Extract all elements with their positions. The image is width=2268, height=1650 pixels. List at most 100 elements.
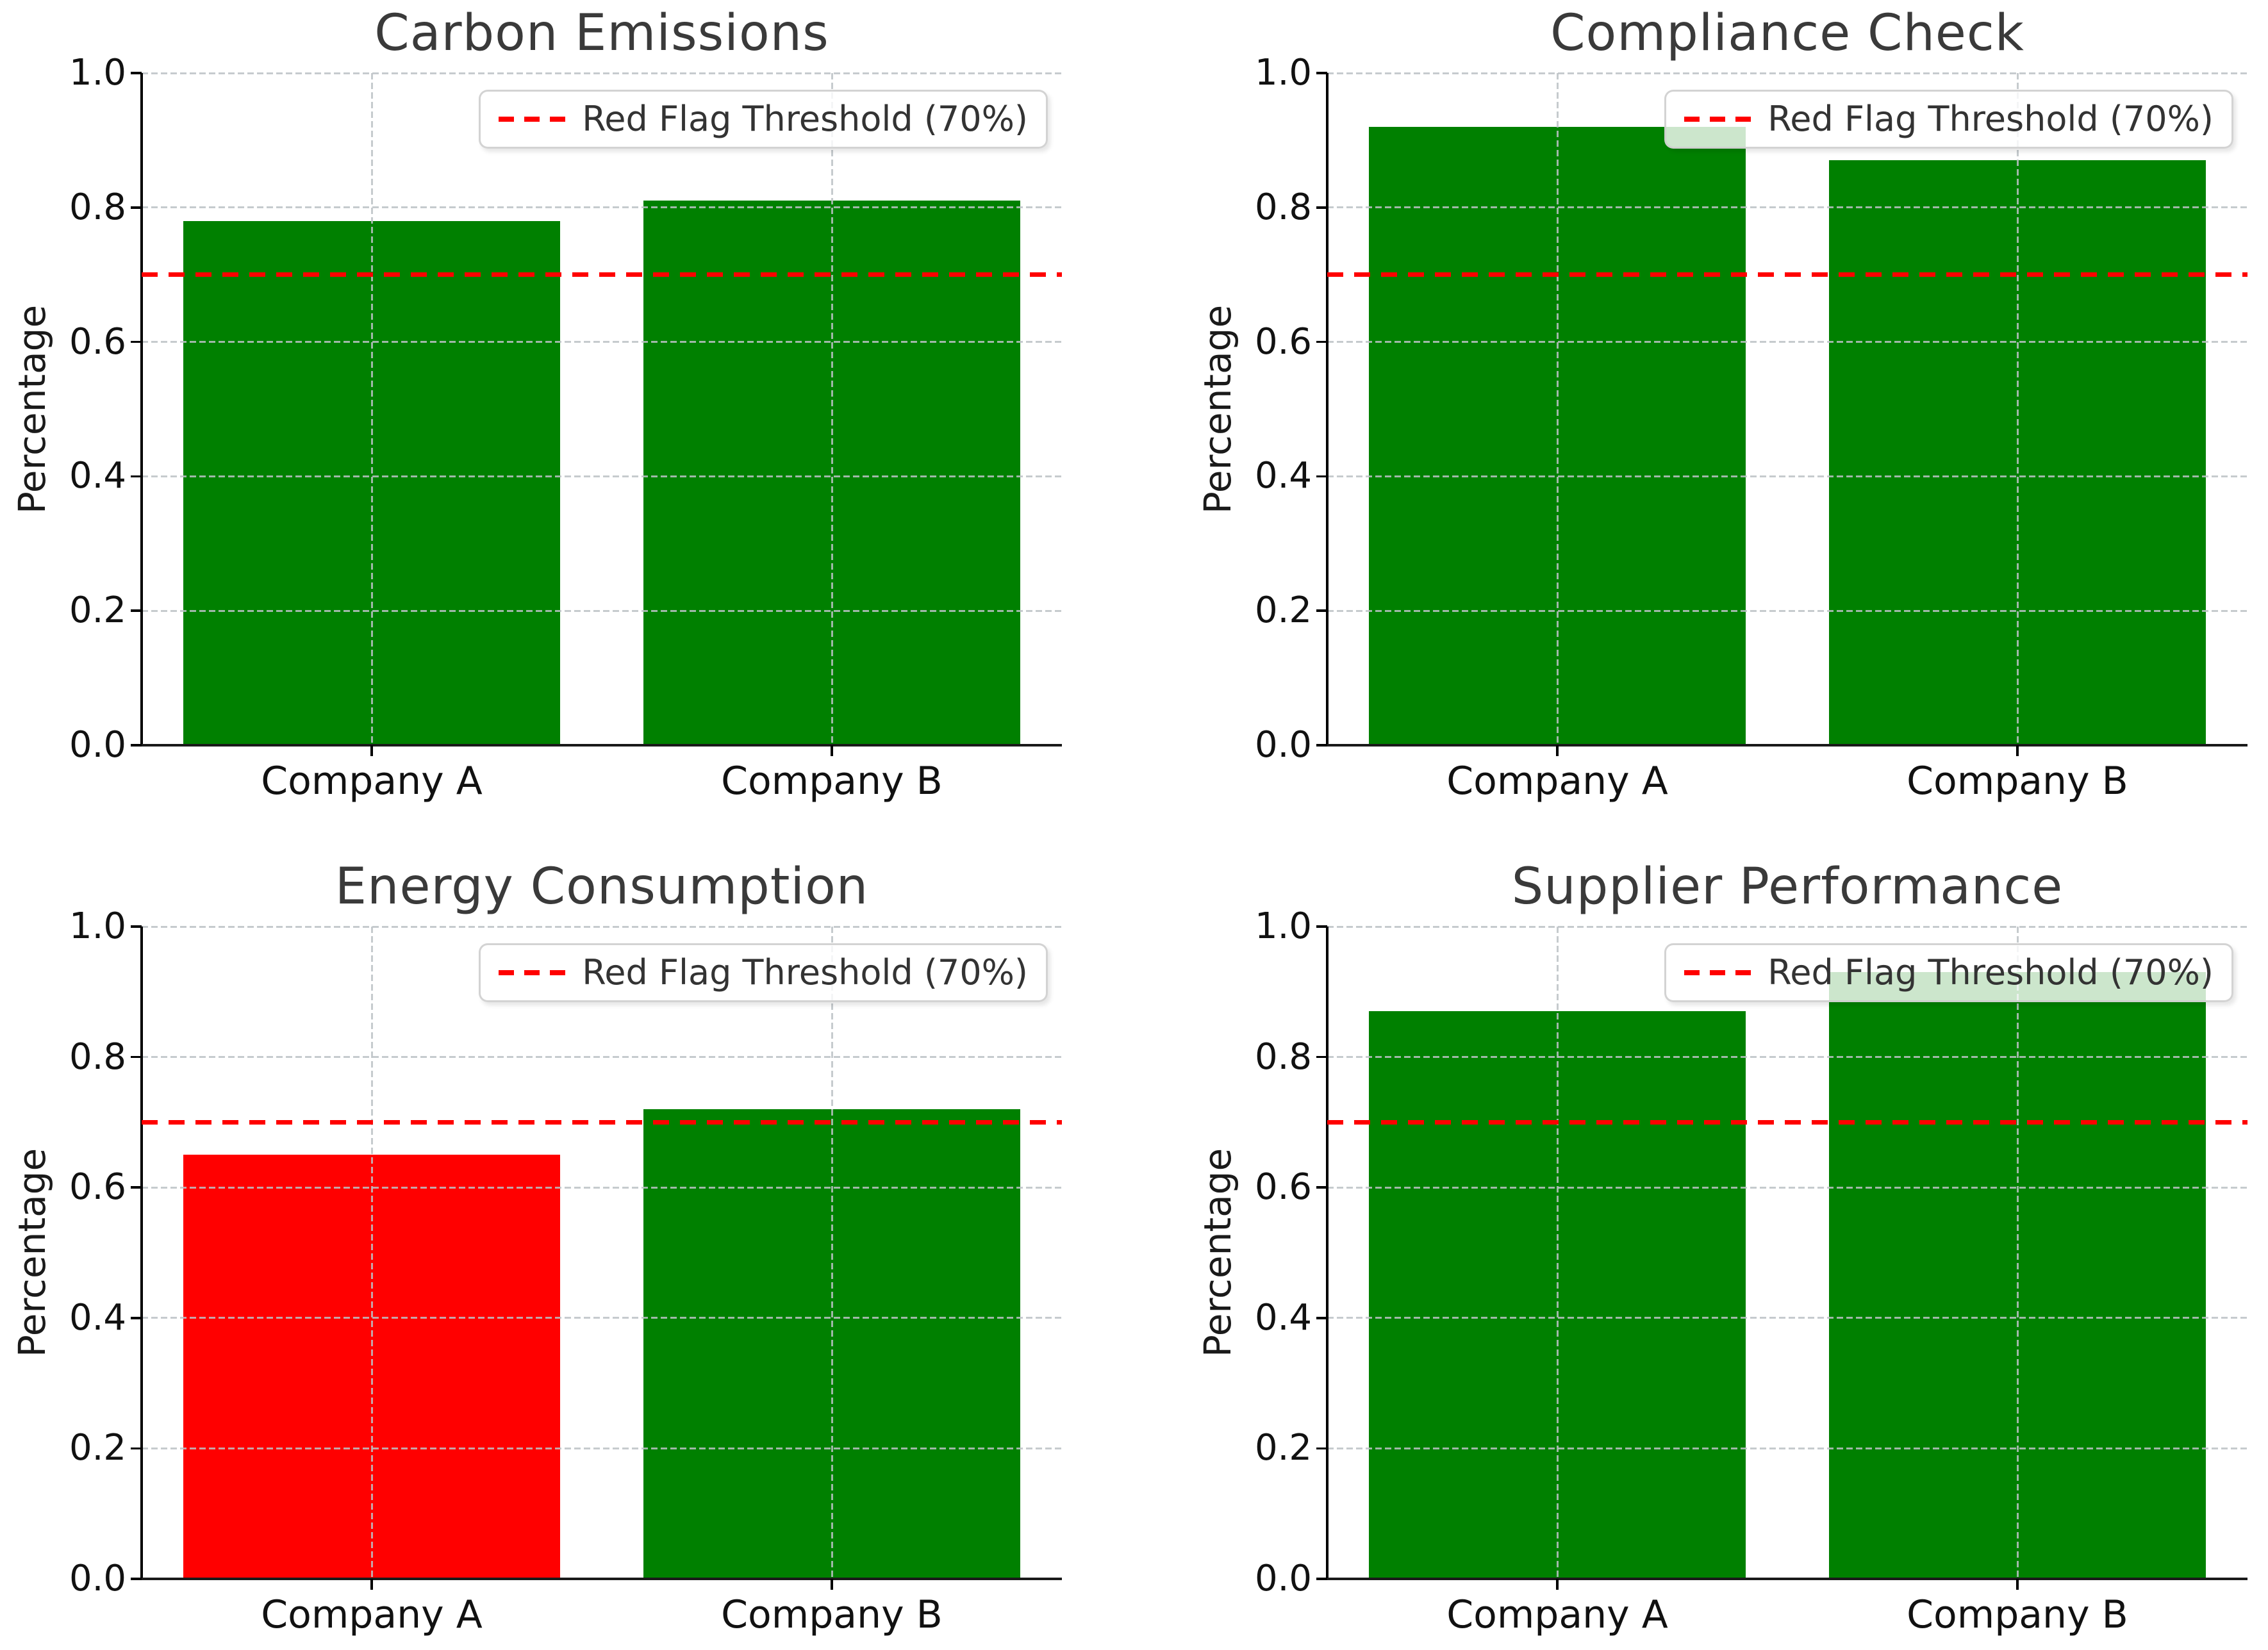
legend: Red Flag Threshold (70%) xyxy=(1664,943,2233,1002)
y-tick-mark xyxy=(131,1317,142,1319)
v-gridline xyxy=(2016,73,2019,745)
y-tick-mark xyxy=(131,1186,142,1189)
y-tick-mark xyxy=(1316,1186,1327,1189)
x-tick-label: Company B xyxy=(1907,1592,2128,1637)
v-gridline xyxy=(1556,927,1559,1579)
y-tick-label: 0.6 xyxy=(1254,1166,1312,1209)
y-tick-label: 0.0 xyxy=(1254,1558,1312,1599)
h-gridline xyxy=(1327,1317,2247,1319)
y-tick-mark xyxy=(131,609,142,612)
subplot-supplier-performance: Supplier Performance Percentage Red Flag… xyxy=(1196,859,2247,1634)
dashed-line-icon xyxy=(499,969,566,975)
chart-title: Carbon Emissions xyxy=(374,4,829,62)
x-tick-mark xyxy=(831,1579,833,1590)
h-gridline xyxy=(142,206,1062,209)
subplot-carbon-emissions: Carbon Emissions Percentage Red Flag Thr… xyxy=(10,6,1062,800)
legend-label: Red Flag Threshold (70%) xyxy=(582,99,1028,139)
threshold-line xyxy=(142,1119,1062,1125)
y-tick-mark xyxy=(1316,1317,1327,1319)
y-tick-label: 0.6 xyxy=(1254,320,1312,363)
y-tick-mark xyxy=(131,1578,142,1580)
h-gridline xyxy=(1327,475,2247,477)
x-tick-mark xyxy=(2016,1579,2019,1590)
axes: Red Flag Threshold (70%) 0.0 0.2 0.4 0.6 0.8… xyxy=(1255,55,2247,800)
h-gridline xyxy=(142,72,1062,74)
h-gridline xyxy=(142,1186,1062,1189)
left-spine xyxy=(1326,927,1329,1580)
legend: Red Flag Threshold (70%) xyxy=(479,943,1048,1002)
y-tick-mark xyxy=(131,206,142,209)
legend: Red Flag Threshold (70%) xyxy=(1664,90,2233,149)
y-tick-label: 1.0 xyxy=(69,52,126,94)
y-tick-mark xyxy=(131,925,142,928)
y-tick-mark xyxy=(1316,1055,1327,1059)
threshold-line xyxy=(1327,1119,2247,1125)
y-tick-label: 0.0 xyxy=(1254,724,1312,766)
h-gridline xyxy=(142,341,1062,343)
y-tick-label: 0.8 xyxy=(69,1035,126,1078)
bottom-spine xyxy=(140,1577,1062,1580)
h-gridline xyxy=(142,609,1062,612)
legend-label: Red Flag Threshold (70%) xyxy=(582,952,1028,993)
x-tick-mark xyxy=(831,745,833,756)
y-tick-label: 0.2 xyxy=(69,590,126,632)
y-tick-mark xyxy=(1316,1447,1327,1450)
x-tick-label: Company B xyxy=(1907,759,2128,804)
y-tick-mark xyxy=(131,72,142,74)
y-tick-mark xyxy=(131,1055,142,1059)
h-gridline xyxy=(142,1317,1062,1319)
v-gridline xyxy=(831,73,833,745)
dashed-line-icon xyxy=(1684,116,1751,122)
x-tick-mark xyxy=(370,1579,373,1590)
x-tick-mark xyxy=(1556,1579,1559,1590)
x-tick-label: Company A xyxy=(1446,1592,1668,1637)
v-gridline xyxy=(370,73,373,745)
y-tick-mark xyxy=(1316,475,1327,478)
y-axis-label: Percentage xyxy=(10,304,54,514)
y-axis-label: Percentage xyxy=(1196,304,1239,514)
h-gridline xyxy=(142,925,1062,928)
chart-title: Supplier Performance xyxy=(1511,858,2064,916)
threshold-line xyxy=(142,272,1062,277)
left-spine xyxy=(1326,73,1329,747)
y-tick-mark xyxy=(1316,206,1327,209)
y-tick-mark xyxy=(1316,340,1327,343)
y-axis-label: Percentage xyxy=(1196,1148,1239,1358)
y-tick-label: 0.2 xyxy=(1254,590,1312,632)
subplot-energy-consumption: Energy Consumption Percentage Red Flag T… xyxy=(10,859,1062,1634)
y-tick-label: 0.8 xyxy=(69,186,126,228)
y-tick-mark xyxy=(131,340,142,343)
x-tick-label: Company A xyxy=(261,759,483,804)
y-tick-label: 0.8 xyxy=(1254,186,1312,228)
y-tick-label: 1.0 xyxy=(69,905,126,947)
h-gridline xyxy=(1327,609,2247,612)
axes: Red Flag Threshold (70%) 0.0 0.2 0.4 0.6 0.8… xyxy=(69,55,1062,800)
v-gridline xyxy=(831,927,833,1579)
y-tick-label: 0.8 xyxy=(1254,1035,1312,1078)
subplot-compliance-check: Compliance Check Percentage Red Flag Thr… xyxy=(1196,6,2247,800)
h-gridline xyxy=(1327,341,2247,343)
y-tick-mark xyxy=(1316,72,1327,74)
h-gridline xyxy=(1327,206,2247,209)
dashed-line-icon xyxy=(499,116,566,122)
threshold-line xyxy=(1327,272,2247,277)
x-tick-label: Company A xyxy=(1446,759,1668,804)
y-tick-mark xyxy=(1316,609,1327,612)
h-gridline xyxy=(142,1056,1062,1059)
chart-title: Energy Consumption xyxy=(335,858,869,916)
left-spine xyxy=(140,927,143,1580)
h-gridline xyxy=(142,475,1062,477)
y-tick-mark xyxy=(131,1447,142,1450)
h-gridline xyxy=(1327,1447,2247,1449)
y-tick-mark xyxy=(1316,925,1327,928)
chart-title: Compliance Check xyxy=(1550,4,2024,62)
y-tick-mark xyxy=(1316,1578,1327,1580)
v-gridline xyxy=(1556,73,1559,745)
bottom-spine xyxy=(140,743,1062,747)
legend-label: Red Flag Threshold (70%) xyxy=(1767,952,2214,993)
y-tick-label: 1.0 xyxy=(1254,52,1312,94)
y-tick-label: 0.4 xyxy=(69,455,126,497)
x-tick-label: Company B xyxy=(721,1592,943,1637)
y-tick-mark xyxy=(131,744,142,747)
